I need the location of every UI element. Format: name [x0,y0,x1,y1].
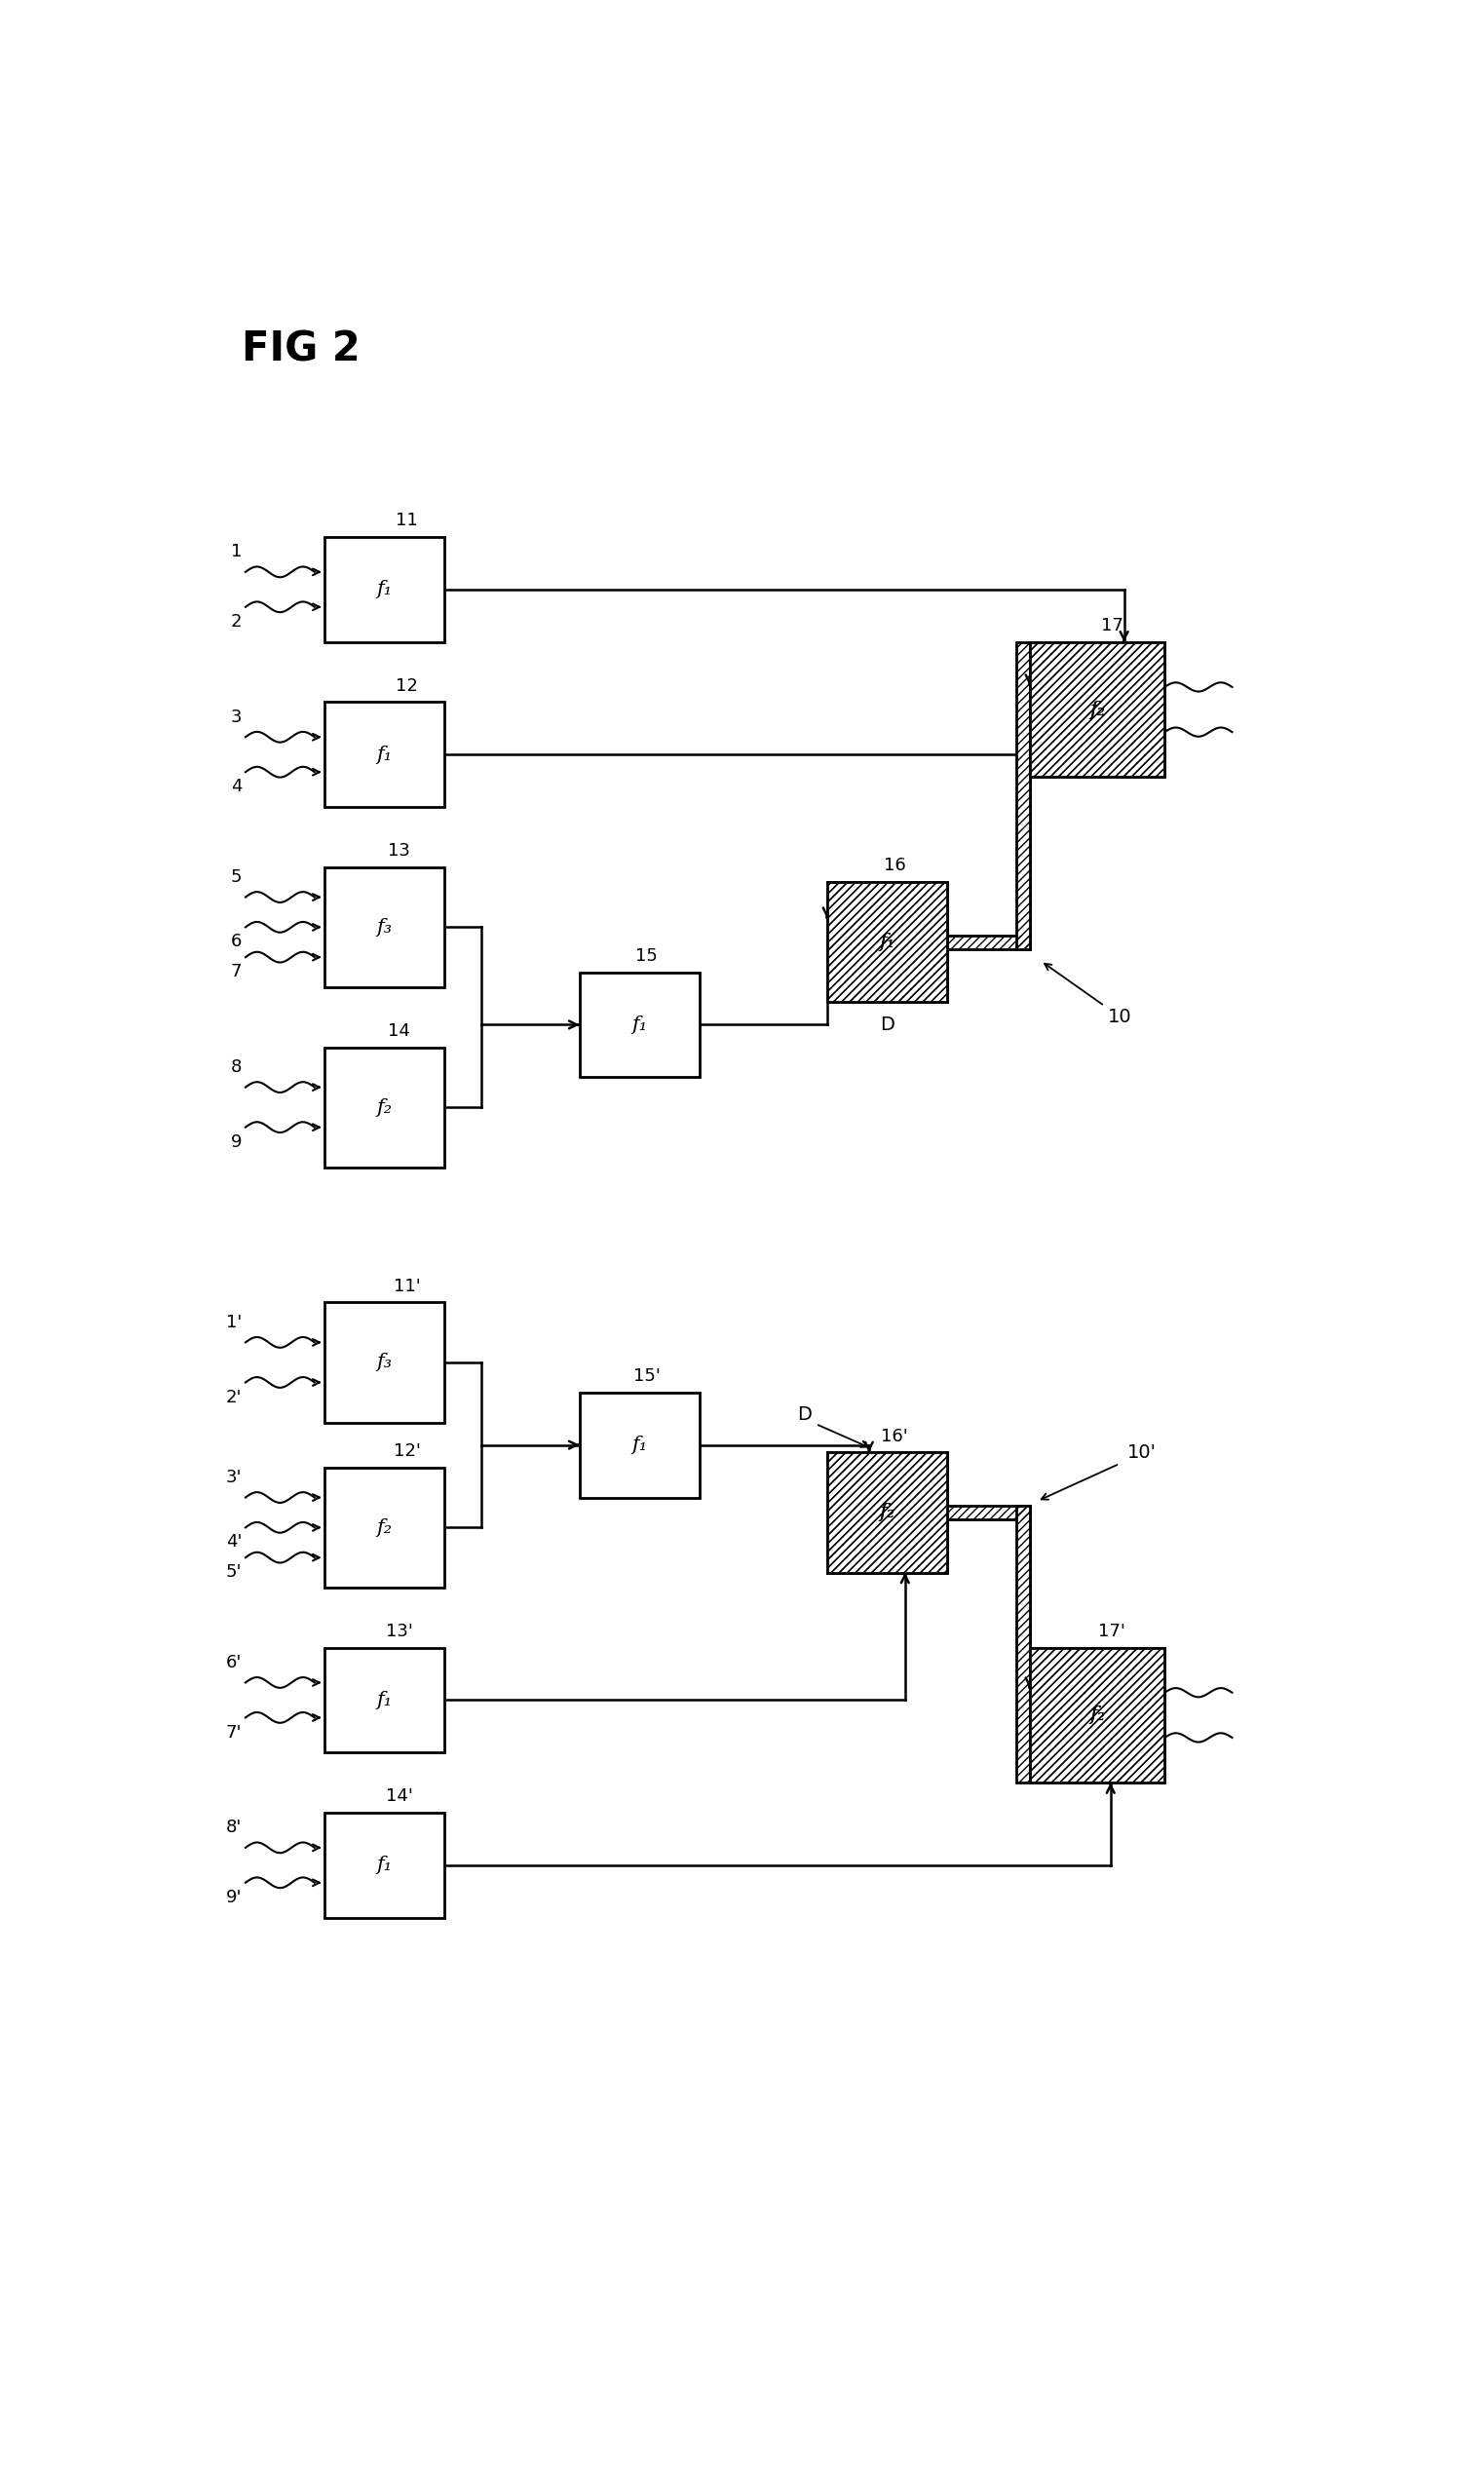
Text: f₁: f₁ [879,932,895,952]
Text: 7: 7 [230,964,242,982]
Text: 16': 16' [881,1428,908,1445]
Text: 2: 2 [230,613,242,630]
Text: 7': 7' [226,1724,242,1742]
Text: 10: 10 [1107,1007,1132,1027]
Bar [827,882,947,1002]
Text: 11': 11' [393,1278,420,1296]
Text: f₁: f₁ [377,745,392,765]
Bar [579,972,699,1077]
Text: 3': 3' [226,1468,242,1485]
Text: 6: 6 [230,932,242,949]
Bar [827,1453,947,1572]
Text: 4': 4' [226,1533,242,1550]
Text: 10': 10' [1128,1443,1156,1463]
Bar [325,1647,444,1752]
Bar [1030,1647,1165,1782]
Text: f₂: f₂ [1089,1707,1106,1724]
Text: 13: 13 [389,842,411,860]
Text: f₂: f₂ [1089,700,1106,718]
Bar [827,882,947,1002]
Bar [827,1453,947,1572]
Text: 16: 16 [883,857,905,875]
Bar [827,882,947,1002]
Text: 8: 8 [230,1059,242,1077]
Text: FIG 2: FIG 2 [242,329,361,369]
Text: 12': 12' [393,1443,420,1460]
Bar [947,1505,1030,1520]
Bar [827,882,947,1002]
Text: f₂: f₂ [879,1503,895,1523]
Text: D: D [880,1014,895,1034]
Text: 9: 9 [230,1134,242,1151]
Bar [325,1047,444,1166]
Bar [1030,643,1165,778]
Text: f₂: f₂ [377,1099,392,1116]
Bar [1017,1505,1030,1782]
Text: f₂: f₂ [879,1503,895,1523]
Bar [1030,1647,1165,1782]
Text: 1: 1 [230,543,242,561]
Text: 5: 5 [230,867,242,885]
Text: f₁: f₁ [377,1692,392,1710]
Bar [1017,643,1030,949]
Text: f₃: f₃ [377,917,392,937]
Text: 11: 11 [396,511,418,528]
Text: f₂: f₂ [1089,700,1106,718]
Bar [947,1505,1030,1520]
Text: f₂: f₂ [377,1518,392,1538]
Text: 14: 14 [389,1022,411,1039]
Bar [1030,643,1165,778]
Bar [1030,643,1165,778]
Bar [947,934,1030,949]
Text: 14': 14' [386,1787,413,1804]
Text: 15': 15' [634,1368,660,1386]
Text: 2': 2' [226,1388,242,1405]
Bar [1017,1505,1030,1782]
Bar [325,536,444,643]
Text: 15: 15 [635,947,657,964]
Bar [325,703,444,807]
Bar [325,1303,444,1423]
Text: 17: 17 [1101,618,1123,635]
Bar [827,1453,947,1572]
Bar [1030,1647,1165,1782]
Bar [1030,1647,1165,1782]
Text: 4: 4 [230,778,242,795]
Bar [1030,643,1165,778]
Text: f₁: f₁ [377,1857,392,1874]
Text: 6': 6' [226,1655,242,1672]
Text: 8': 8' [226,1819,242,1837]
Text: f₁: f₁ [879,932,895,952]
Bar [827,1453,947,1572]
Bar [579,1393,699,1498]
Text: 9': 9' [226,1889,242,1906]
Text: 5': 5' [226,1562,242,1580]
Text: 17': 17' [1098,1622,1126,1640]
Text: f₃: f₃ [377,1353,392,1371]
Text: f₂: f₂ [1089,1707,1106,1724]
Text: 3: 3 [230,708,242,725]
Text: 12: 12 [396,678,418,695]
Bar [325,867,444,987]
Bar [1017,643,1030,949]
Text: f₁: f₁ [632,1014,647,1034]
Bar [947,934,1030,949]
Text: f₁: f₁ [377,581,392,598]
Text: 1': 1' [226,1313,242,1331]
Bar [325,1812,444,1919]
Text: f₁: f₁ [632,1435,647,1455]
Bar [325,1468,444,1587]
Text: D: D [797,1405,812,1425]
Text: 13': 13' [386,1622,413,1640]
